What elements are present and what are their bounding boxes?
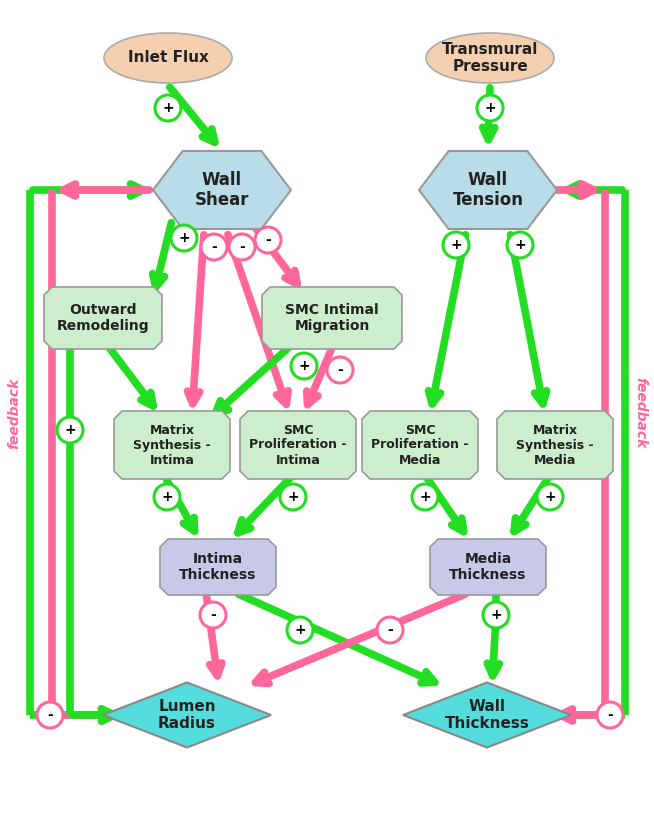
Polygon shape: [419, 151, 557, 229]
Circle shape: [154, 484, 180, 510]
Text: +: +: [287, 490, 299, 504]
Text: Intima
Thickness: Intima Thickness: [179, 552, 256, 582]
Circle shape: [171, 225, 197, 251]
Polygon shape: [497, 411, 613, 479]
Polygon shape: [240, 411, 356, 479]
Ellipse shape: [426, 33, 554, 83]
Circle shape: [377, 617, 403, 643]
Circle shape: [597, 702, 623, 728]
Ellipse shape: [104, 33, 232, 83]
Circle shape: [37, 702, 63, 728]
Text: -: -: [387, 623, 393, 637]
Circle shape: [537, 484, 563, 510]
Text: -: -: [265, 233, 271, 247]
Circle shape: [280, 484, 306, 510]
Text: feedback: feedback: [633, 377, 647, 449]
Polygon shape: [103, 682, 271, 748]
Polygon shape: [262, 287, 402, 349]
Text: +: +: [419, 490, 431, 504]
Polygon shape: [44, 287, 162, 349]
Text: +: +: [490, 608, 502, 622]
Text: -: -: [210, 608, 216, 622]
Text: SMC
Proliferation -
Intima: SMC Proliferation - Intima: [249, 423, 347, 466]
Text: Wall
Tension: Wall Tension: [453, 170, 523, 209]
Circle shape: [291, 353, 317, 379]
Text: Lumen
Radius: Lumen Radius: [158, 699, 216, 731]
Text: Outward
Remodeling: Outward Remodeling: [57, 303, 149, 333]
Text: feedback: feedback: [7, 377, 21, 449]
Circle shape: [483, 602, 509, 628]
Text: +: +: [161, 490, 173, 504]
Text: +: +: [178, 231, 190, 245]
Text: Media
Thickness: Media Thickness: [449, 552, 526, 582]
Polygon shape: [114, 411, 230, 479]
Circle shape: [255, 227, 281, 253]
Circle shape: [477, 95, 503, 121]
Text: SMC
Proliferation -
Media: SMC Proliferation - Media: [371, 423, 469, 466]
Text: +: +: [294, 623, 306, 637]
Text: Inlet Flux: Inlet Flux: [128, 50, 209, 65]
Circle shape: [155, 95, 181, 121]
Circle shape: [507, 232, 533, 258]
Text: Wall
Shear: Wall Shear: [195, 170, 249, 209]
Text: -: -: [239, 240, 245, 254]
Polygon shape: [430, 539, 546, 595]
Polygon shape: [153, 151, 291, 229]
Text: +: +: [162, 101, 174, 115]
Text: Matrix
Synthesis -
Intima: Matrix Synthesis - Intima: [133, 423, 211, 466]
Text: Wall
Thickness: Wall Thickness: [445, 699, 530, 731]
Circle shape: [287, 617, 313, 643]
Text: -: -: [211, 240, 217, 254]
Text: +: +: [484, 101, 496, 115]
Text: +: +: [64, 423, 76, 437]
Polygon shape: [362, 411, 478, 479]
Circle shape: [200, 602, 226, 628]
Circle shape: [327, 357, 353, 383]
Circle shape: [229, 234, 255, 260]
Text: +: +: [514, 238, 526, 252]
Text: Matrix
Synthesis -
Media: Matrix Synthesis - Media: [516, 423, 594, 466]
Text: -: -: [607, 708, 613, 722]
Circle shape: [57, 417, 83, 443]
Circle shape: [443, 232, 469, 258]
Polygon shape: [160, 539, 276, 595]
Text: +: +: [298, 359, 310, 373]
Text: Transmural
Pressure: Transmural Pressure: [442, 42, 538, 74]
Circle shape: [201, 234, 227, 260]
Text: SMC Intimal
Migration: SMC Intimal Migration: [285, 303, 379, 333]
Circle shape: [412, 484, 438, 510]
Text: -: -: [47, 708, 53, 722]
Text: -: -: [337, 363, 343, 377]
Text: +: +: [450, 238, 462, 252]
Text: +: +: [544, 490, 556, 504]
Polygon shape: [403, 682, 571, 748]
